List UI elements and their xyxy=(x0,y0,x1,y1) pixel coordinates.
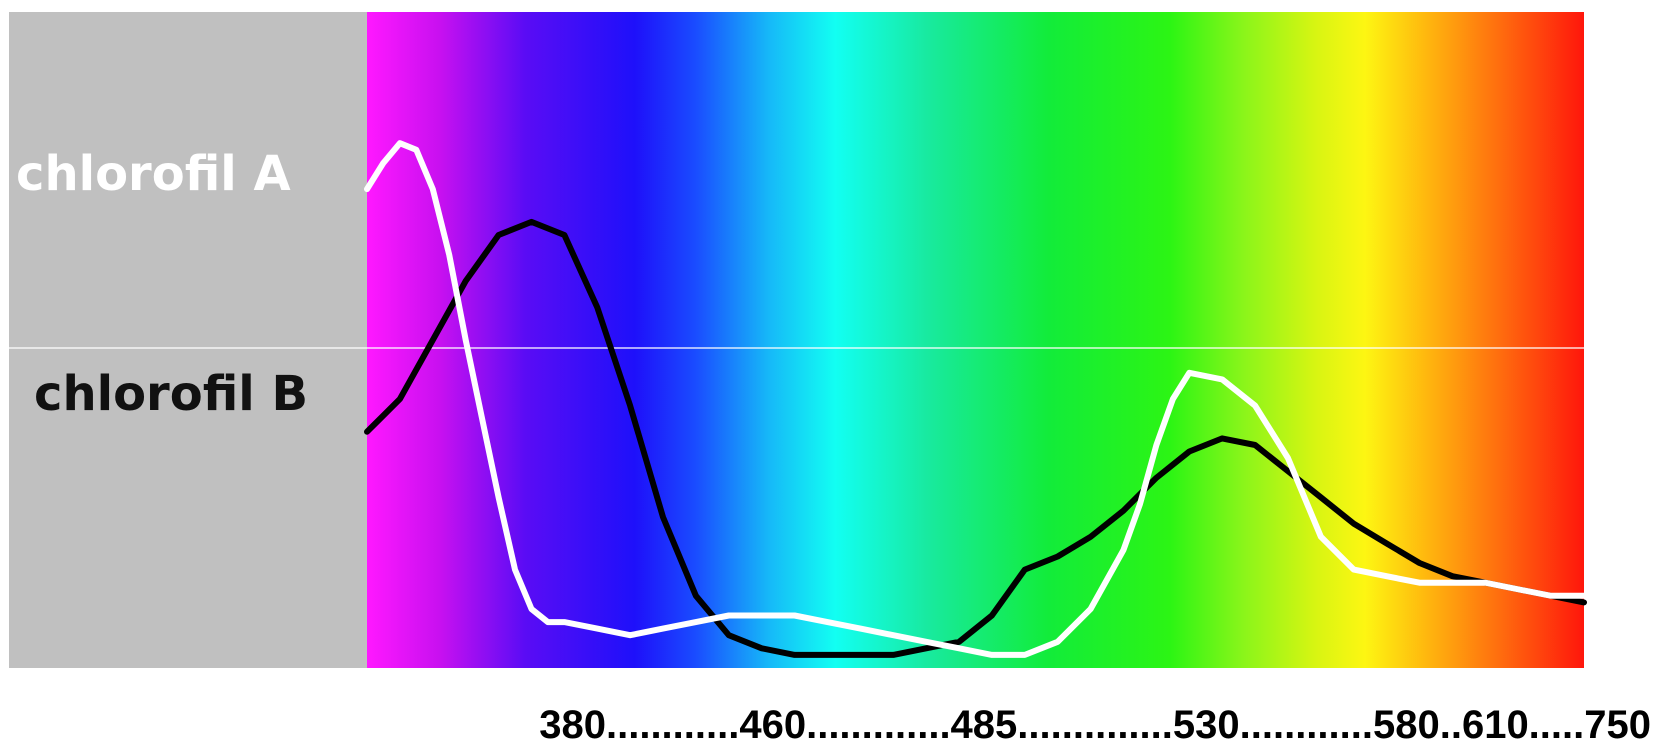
spectrum-band xyxy=(367,12,1584,668)
series-layer xyxy=(364,140,1587,658)
x-axis-wavelength-label: 380............460.............485......… xyxy=(539,703,1651,742)
series-line-chlorofil-b xyxy=(364,218,1587,658)
series-line-chlorofil-a xyxy=(364,140,1587,658)
legend-panel xyxy=(9,12,367,668)
legend-label-chlorofil-b: chlorofil B xyxy=(34,366,308,422)
legend-label-chlorofil-a: chlorofil A xyxy=(16,146,291,202)
